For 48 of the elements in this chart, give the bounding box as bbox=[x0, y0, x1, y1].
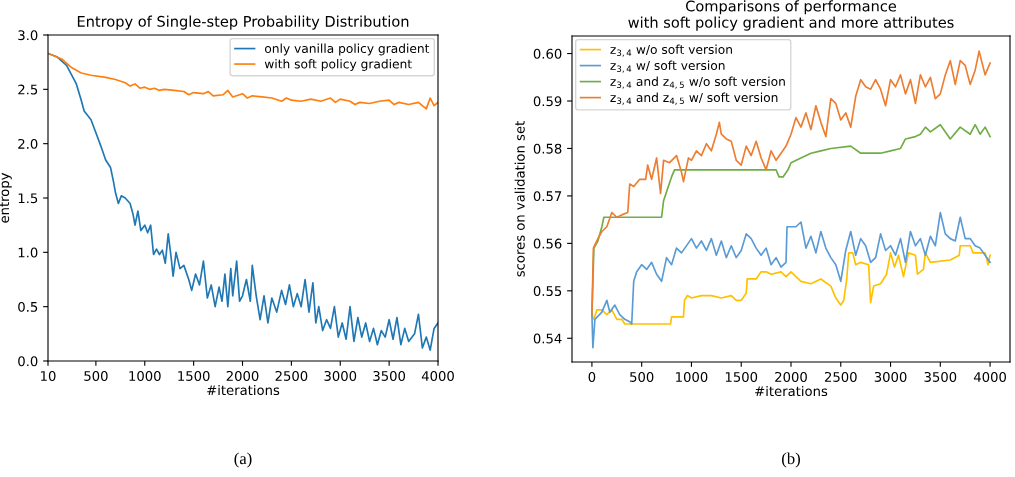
y-tick-label: 1.5 bbox=[18, 193, 38, 204]
x-tick-label: 3000 bbox=[874, 371, 907, 382]
x-axis-title: #iterations bbox=[207, 384, 280, 396]
y-tick-label: 0.55 bbox=[533, 286, 562, 297]
x-tick-label: 1000 bbox=[129, 370, 161, 381]
y-tick-label: 3.0 bbox=[18, 30, 38, 41]
x-axis-title: #iterations bbox=[755, 385, 828, 397]
legend-label: only vanilla policy gradient bbox=[265, 43, 430, 56]
legend-label: with soft policy gradient bbox=[264, 59, 412, 71]
x-tick-label: 2500 bbox=[275, 370, 308, 381]
x-tick-label: 1500 bbox=[725, 371, 758, 382]
y-tick-label: 0.0 bbox=[18, 356, 38, 367]
x-tick-label: 2500 bbox=[824, 371, 857, 382]
text: (a) bbox=[234, 452, 252, 468]
x-tick-label: 1000 bbox=[676, 371, 708, 382]
y-tick-label: 0.56 bbox=[533, 238, 562, 249]
y-tick-label: 2.0 bbox=[18, 138, 38, 149]
chart-title: Comparisons of performance with soft policy gradient and more attributes bbox=[628, 0, 954, 31]
x-tick-label: 2000 bbox=[226, 370, 259, 381]
line-series bbox=[591, 211, 991, 349]
legend-label: z$_{3,4}$ w/o soft version bbox=[610, 44, 732, 57]
x-tick-label: 4000 bbox=[421, 370, 454, 381]
x-tick-label: 1500 bbox=[178, 370, 210, 381]
line-series bbox=[591, 244, 991, 325]
legend-label: z$_{3,4}$ w/ soft version bbox=[610, 60, 725, 73]
x-tick-label: 3500 bbox=[373, 370, 406, 381]
text: (b) bbox=[782, 452, 800, 468]
y-tick-label: 0.59 bbox=[533, 96, 562, 107]
x-tick-label: 2000 bbox=[775, 371, 807, 382]
y-tick-label: 0.5 bbox=[18, 301, 38, 312]
y-tick-label: 2.5 bbox=[18, 84, 38, 95]
x-tick-label: 500 bbox=[630, 371, 654, 382]
y-tick-label: 1.0 bbox=[18, 247, 38, 258]
y-tick-label: 0.57 bbox=[533, 191, 562, 202]
y-tick-label: 0.54 bbox=[533, 333, 562, 344]
chart-title: Entropy of Single-step Probability Distribution bbox=[77, 15, 409, 30]
legend-label: z$_{3,4}$ and z$_{4,5}$ w/ soft version bbox=[610, 92, 778, 105]
x-tick-label: 500 bbox=[84, 370, 108, 381]
x-tick-label: 4000 bbox=[973, 371, 1006, 382]
x-tick-label: 0 bbox=[588, 371, 596, 382]
y-axis-title: entropy bbox=[0, 172, 12, 223]
y-tick-label: 0.60 bbox=[533, 48, 562, 59]
x-tick-label: 3500 bbox=[924, 371, 957, 382]
x-tick-label: 10 bbox=[41, 370, 56, 381]
y-tick-label: 0.58 bbox=[533, 143, 562, 154]
y-axis-title: scores on validation set bbox=[514, 121, 525, 277]
legend-label: z$_{3,4}$ and z$_{4,5}$ w/o soft version bbox=[610, 76, 785, 89]
x-tick-label: 3000 bbox=[324, 370, 357, 381]
